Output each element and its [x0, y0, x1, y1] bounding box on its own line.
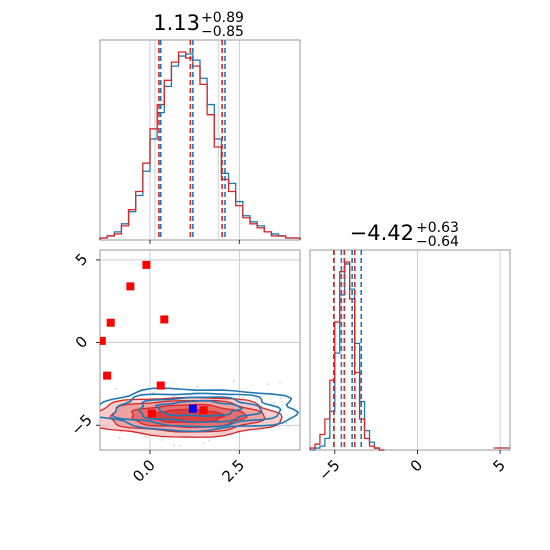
joint-red-marker-5	[103, 371, 112, 380]
joint-sample-dot	[161, 439, 164, 441]
joint-blue-contour-0	[155, 399, 244, 417]
joint-sample-dot	[100, 397, 101, 399]
joint-blue-contour-3	[100, 387, 300, 433]
joint-sample-dot	[100, 395, 101, 397]
histogram-param2-frame	[309, 249, 511, 451]
joint-blue-contour-2	[112, 392, 282, 428]
joint-sample-dot	[96, 430, 98, 432]
joint-sample-dot	[285, 422, 288, 425]
joint-sample-dot	[202, 442, 205, 444]
hist2-x-tick-label-0: −5	[315, 456, 343, 484]
joint-sample-dot	[273, 401, 276, 404]
histogram-param2-panel: −5 0 5 −4.42 +0.63 −0.64	[309, 220, 511, 484]
histogram-param1-content	[99, 40, 301, 244]
joint-sample-dot	[173, 444, 175, 447]
joint-sample-dot	[178, 444, 181, 447]
joint-sample-dot	[287, 425, 290, 428]
joint-sample-dot	[255, 397, 257, 400]
histogram-param2-content	[309, 250, 510, 451]
joint-x-tick-label-0: 0.0	[129, 456, 159, 486]
joint-sample-dot	[92, 412, 94, 414]
param2-title-lower: −0.64	[416, 234, 459, 250]
joint-sample-dot	[62, 396, 64, 398]
joint-red-marker-4	[100, 336, 106, 345]
joint-sample-dot	[152, 391, 155, 394]
joint-red-marker-6	[156, 381, 165, 390]
joint-sample-dot	[84, 435, 86, 437]
joint-distribution-panel: 0.0 2.5 −5 0 5	[20, 249, 301, 486]
joint-sample-dot	[278, 426, 281, 428]
joint-sample-dot	[233, 380, 235, 383]
joint-sample-dot	[118, 437, 121, 440]
joint-sample-dot	[208, 439, 210, 442]
joint-sample-dot	[242, 396, 245, 399]
joint-x-tick-label-1: 2.5	[219, 456, 249, 486]
histogram-param2-x-ticks: −5 0 5	[315, 450, 509, 484]
param2-title-value: −4.42	[350, 221, 414, 245]
joint-x-ticks: 0.0 2.5	[129, 450, 248, 486]
joint-sample-dot	[267, 383, 270, 386]
hist1-red-step	[99, 51, 301, 240]
hist2-blue-step	[310, 263, 385, 451]
joint-red-marker-1	[126, 282, 135, 291]
hist2-x-tick-label-1: 0	[407, 456, 426, 475]
joint-sample-dot	[281, 400, 283, 403]
joint-sample-dot	[143, 435, 146, 438]
joint-sample-dot	[89, 411, 91, 413]
joint-sample-dot	[114, 387, 117, 390]
param1-title-value: 1.13	[153, 11, 200, 35]
joint-panel-content	[20, 250, 300, 450]
joint-sample-dot	[238, 431, 241, 434]
joint-y-tick-label-1: 0	[72, 332, 91, 351]
param1-title-lower: −0.85	[201, 24, 244, 40]
param2-title-upper: +0.63	[416, 220, 459, 236]
joint-sample-dot	[196, 385, 199, 388]
joint-sample-dot	[61, 431, 63, 433]
joint-y-ticks: −5 0 5	[67, 250, 100, 439]
joint-y-tick-label-0: −5	[67, 411, 95, 439]
joint-sample-dot	[84, 403, 86, 405]
joint-sample-dot	[172, 395, 175, 398]
joint-blue-contour-1	[138, 396, 263, 423]
joint-sample-dot	[20, 401, 22, 403]
joint-red-marker-7	[147, 409, 156, 418]
histogram-param1-panel: 1.13 +0.89 −0.85	[99, 10, 301, 244]
param1-title-upper: +0.89	[201, 10, 244, 26]
joint-sample-dot	[119, 430, 122, 433]
joint-sample-dot	[257, 398, 260, 401]
joint-sample-dot	[299, 407, 300, 410]
joint-sample-dot	[94, 418, 96, 420]
joint-sample-dot	[32, 423, 34, 425]
joint-red-marker-2	[160, 315, 169, 324]
joint-blue-marker-0	[188, 404, 197, 413]
joint-red-marker-3	[106, 318, 115, 327]
joint-sample-dot	[146, 436, 148, 439]
hist2-x-tick-label-2: 5	[489, 456, 508, 475]
joint-red-marker-8	[199, 406, 208, 415]
joint-red-marker-0	[142, 260, 151, 269]
joint-sample-dot	[279, 380, 281, 383]
joint-sample-dot	[279, 397, 282, 399]
joint-y-tick-label-2: 5	[72, 250, 91, 269]
joint-sample-dot	[93, 415, 95, 417]
